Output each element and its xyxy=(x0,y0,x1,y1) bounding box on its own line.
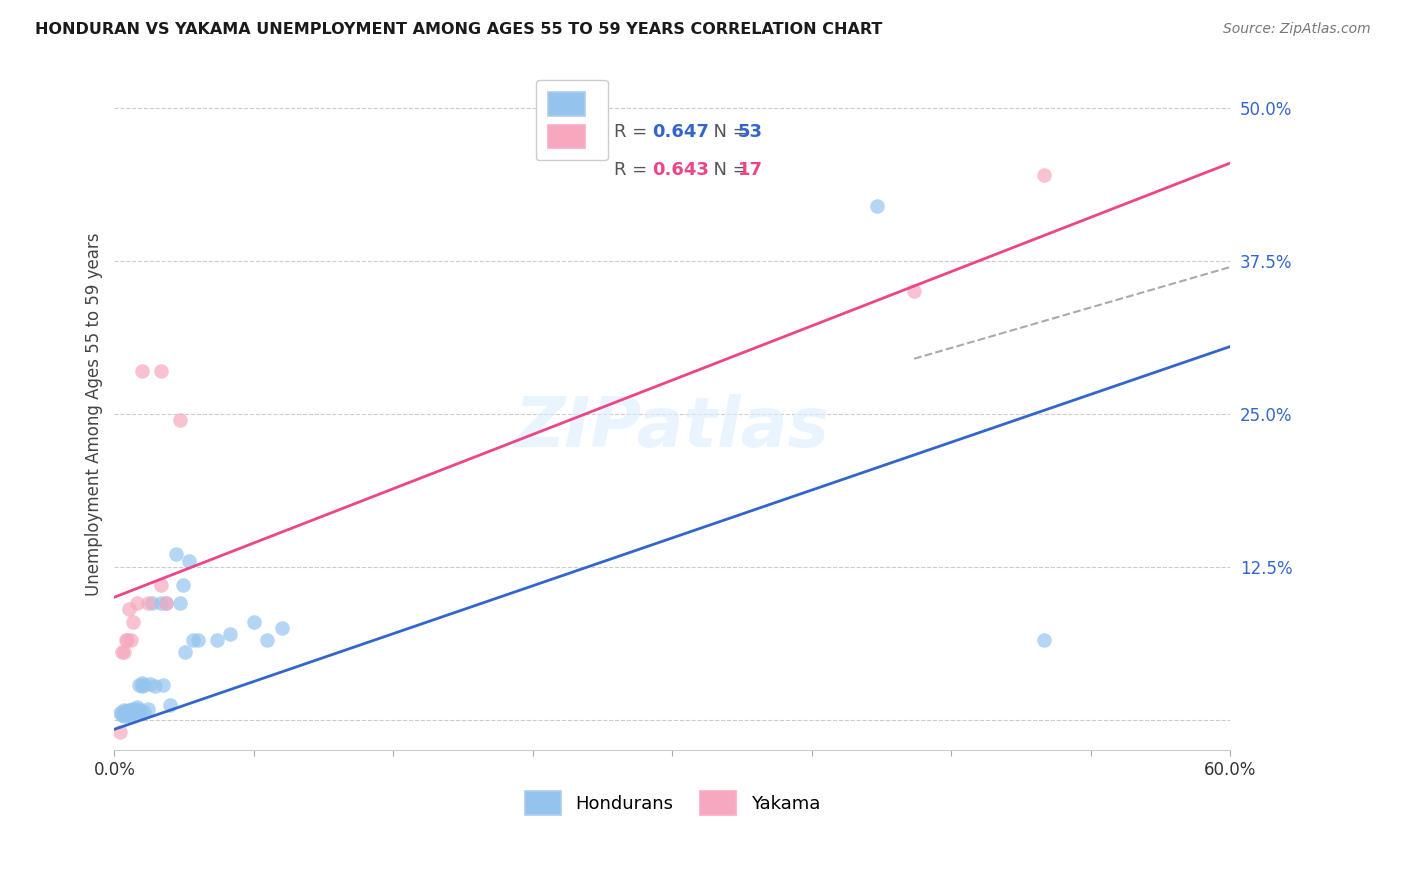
Text: 0.643: 0.643 xyxy=(652,161,709,178)
Point xyxy=(131,675,153,690)
Point xyxy=(111,645,134,659)
Point xyxy=(117,704,139,718)
Point xyxy=(124,705,146,719)
Point xyxy=(141,596,163,610)
Point xyxy=(169,596,191,610)
Text: N =: N = xyxy=(703,123,754,141)
Point xyxy=(169,413,191,427)
Point xyxy=(218,627,240,641)
Point xyxy=(125,596,148,610)
Text: ZIPatlas: ZIPatlas xyxy=(515,393,830,460)
Point xyxy=(112,645,135,659)
Point xyxy=(108,724,131,739)
Point xyxy=(117,706,139,721)
Text: HONDURAN VS YAKAMA UNEMPLOYMENT AMONG AGES 55 TO 59 YEARS CORRELATION CHART: HONDURAN VS YAKAMA UNEMPLOYMENT AMONG AG… xyxy=(35,22,883,37)
Point xyxy=(128,678,150,692)
Text: R =: R = xyxy=(614,123,652,141)
Point xyxy=(149,596,172,610)
Point xyxy=(149,578,172,592)
Point xyxy=(177,553,200,567)
Point xyxy=(165,548,187,562)
Point xyxy=(118,707,141,722)
Point xyxy=(155,596,177,610)
Point xyxy=(1033,169,1056,183)
Point xyxy=(174,645,197,659)
Point xyxy=(136,701,159,715)
Point xyxy=(155,596,177,610)
Text: N =: N = xyxy=(703,161,754,178)
Point xyxy=(136,596,159,610)
Text: Source: ZipAtlas.com: Source: ZipAtlas.com xyxy=(1223,22,1371,37)
Point xyxy=(128,706,150,721)
Point xyxy=(117,705,139,719)
Point xyxy=(114,705,136,719)
Point xyxy=(866,199,889,213)
Point xyxy=(181,633,204,648)
Point xyxy=(117,633,139,648)
Point xyxy=(108,706,131,721)
Point xyxy=(120,633,142,648)
Point xyxy=(152,678,174,692)
Point xyxy=(187,633,209,648)
Point xyxy=(131,364,153,378)
Point xyxy=(159,698,181,712)
Text: R =: R = xyxy=(614,161,652,178)
Text: 53: 53 xyxy=(738,123,762,141)
Point xyxy=(118,703,141,717)
Point xyxy=(122,701,145,715)
Point xyxy=(114,633,136,648)
Point xyxy=(112,706,135,721)
Text: 17: 17 xyxy=(738,161,762,178)
Point xyxy=(125,704,148,718)
Point xyxy=(139,677,162,691)
Point xyxy=(118,602,141,616)
Point xyxy=(134,678,156,692)
Point xyxy=(143,680,166,694)
Point xyxy=(270,621,292,635)
Point xyxy=(112,709,135,723)
Point xyxy=(111,705,134,719)
Point xyxy=(134,705,156,719)
Y-axis label: Unemployment Among Ages 55 to 59 years: Unemployment Among Ages 55 to 59 years xyxy=(86,232,103,596)
Point xyxy=(256,633,278,648)
Point xyxy=(131,680,153,694)
Point xyxy=(205,633,228,648)
Point xyxy=(122,615,145,629)
Point xyxy=(112,703,135,717)
Point xyxy=(149,364,172,378)
Point xyxy=(903,285,925,299)
Text: 0.647: 0.647 xyxy=(652,123,709,141)
Point xyxy=(124,701,146,715)
Point xyxy=(114,707,136,722)
Point xyxy=(125,700,148,714)
Point xyxy=(120,706,142,721)
Point xyxy=(1033,633,1056,648)
Point xyxy=(122,704,145,718)
Point xyxy=(118,705,141,719)
Legend: Hondurans, Yakama: Hondurans, Yakama xyxy=(517,784,827,822)
Point xyxy=(172,578,194,592)
Point xyxy=(243,615,266,629)
Point xyxy=(112,705,135,719)
Point xyxy=(120,703,142,717)
Point xyxy=(129,703,152,717)
Point xyxy=(111,707,134,722)
Point xyxy=(114,704,136,718)
